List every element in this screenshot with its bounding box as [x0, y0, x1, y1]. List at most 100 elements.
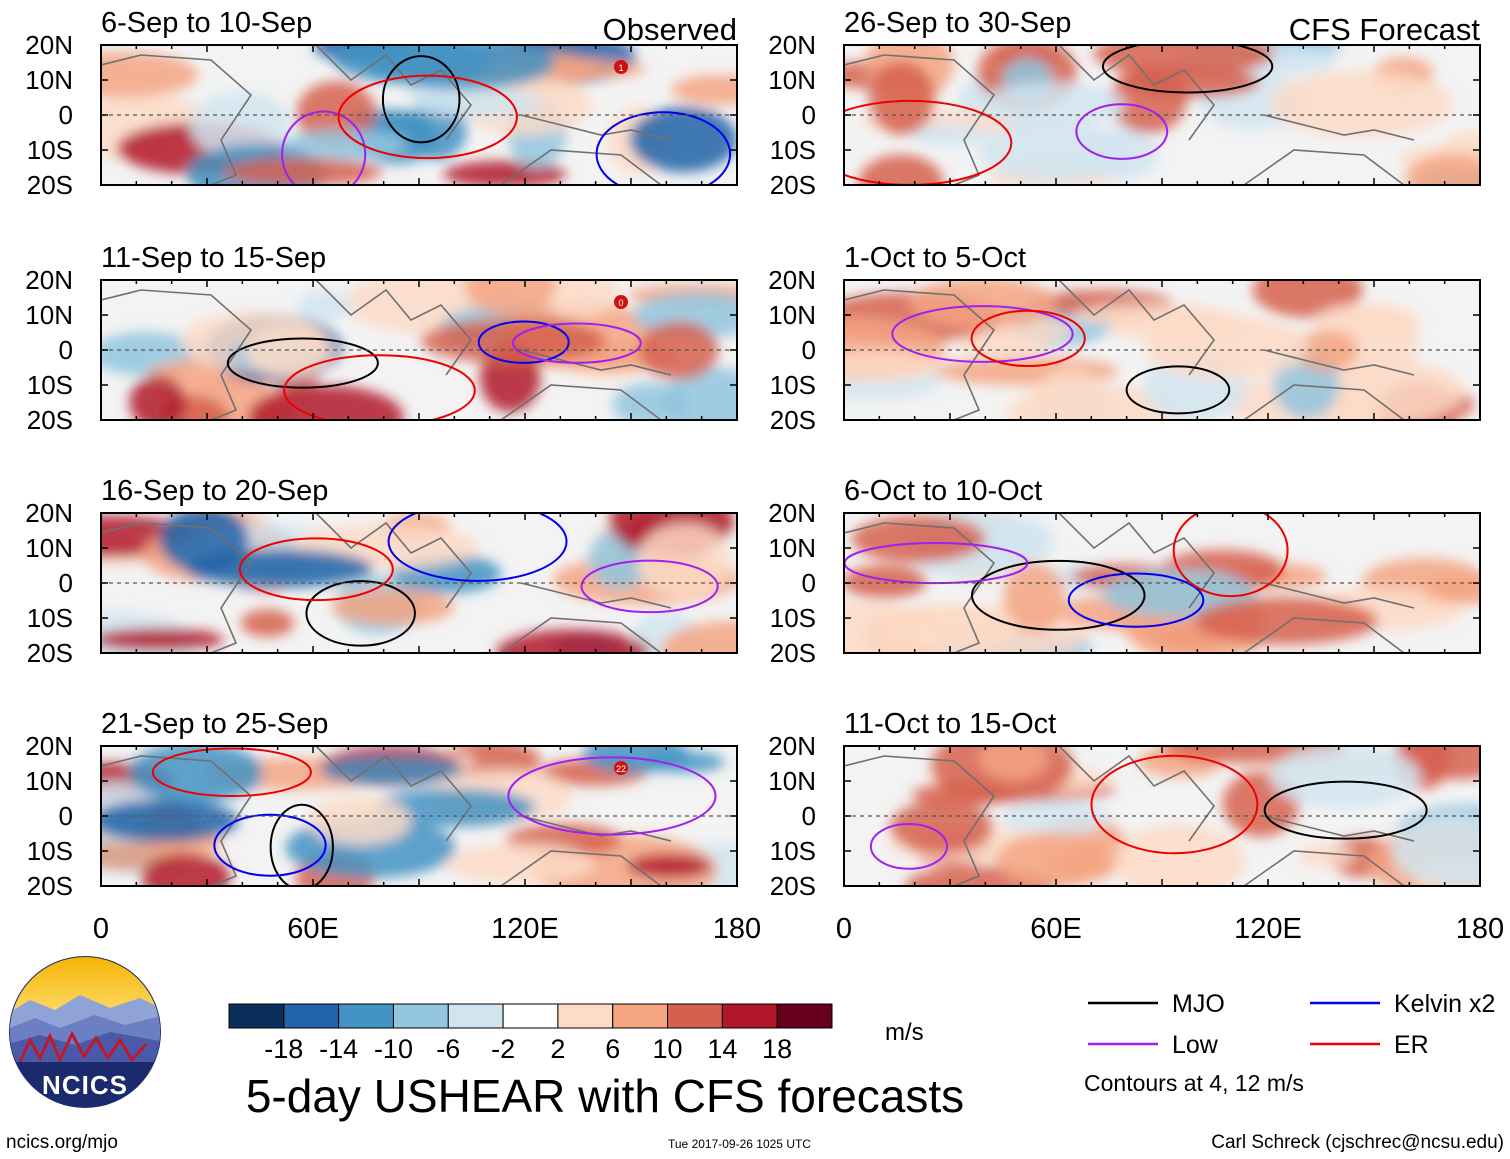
shear-blob: [1391, 814, 1480, 886]
y-tick-label: 20S: [770, 871, 816, 901]
colorbar-swatch: [228, 1003, 285, 1029]
y-tick-label: 10N: [25, 300, 73, 330]
contour-kelvin-x2: [387, 513, 568, 582]
shear-blob: [244, 324, 335, 379]
footer-url[interactable]: ncics.org/mjo: [6, 1132, 118, 1153]
panel-label: 11-Oct to 15-Oct: [844, 708, 1056, 740]
australia-coast: [1243, 384, 1405, 420]
map-panel: 20N 10N 0 10S 20S 16-Sep to 20-Sep: [25, 475, 738, 668]
contour-er: [337, 74, 518, 160]
shear-blob: [1114, 824, 1246, 886]
shear-blob: [223, 157, 382, 185]
y-tick-label: 10S: [27, 370, 73, 400]
maritime-continent: [1263, 114, 1415, 141]
shear-blob: [627, 854, 712, 878]
x-tick-label: 180: [713, 913, 761, 945]
asia-coast: [1058, 746, 1216, 842]
coastlines: [844, 45, 1415, 185]
map-panel: 20N 10N 0 10S 20S 11-Oct to 15-Oct 0 60E 120E 180: [768, 708, 1504, 945]
contour-mjo: [269, 803, 334, 886]
y-tick-label: 20S: [770, 170, 816, 200]
contour-low: [281, 110, 367, 185]
shear-blob: [868, 61, 936, 135]
shear-blob: [1110, 65, 1187, 134]
x-tick-label: 0: [93, 913, 109, 945]
shear-blob: [409, 85, 541, 118]
colorbar-swatch: [667, 1003, 723, 1029]
logo-text: NCICS: [42, 1070, 128, 1100]
shear-blob: [1297, 844, 1356, 868]
contour-er: [238, 537, 394, 602]
y-tick-label: 10S: [770, 135, 816, 165]
shear-blob: [1269, 746, 1421, 809]
shear-blob: [297, 291, 351, 322]
colorbar-swatch: [392, 1003, 449, 1029]
contour-mjo: [1101, 45, 1274, 94]
shear-blob: [446, 843, 595, 884]
shear-blob: [372, 788, 536, 827]
shear-blob: [660, 620, 737, 653]
y-tick-label: 10N: [25, 533, 73, 563]
shear-blob: [185, 549, 373, 588]
y-tick-label: 10N: [768, 533, 816, 563]
map-panel: 1 20N 10N 0 10S 20S 6-Sep to 10-Sep Observed: [25, 7, 738, 200]
y-tick-label: 0: [59, 801, 73, 831]
units-label: m/s: [885, 1019, 924, 1046]
shear-blob: [978, 82, 1126, 128]
storm-label: 1: [618, 63, 623, 73]
shear-blob: [141, 853, 231, 886]
coastlines: [101, 45, 672, 185]
australia-coast: [1243, 850, 1405, 886]
map-panel: 22 20N 10N 0 10S 20S 21-Sep to 25-Sep 0 60E 120E 1…: [25, 708, 761, 945]
shear-field: [101, 746, 737, 886]
legend-label: MJO: [1172, 990, 1225, 1018]
legend-label: Low: [1172, 1031, 1219, 1059]
colorbar: -18 -14 -10 -6 -2 2 6 10 14 18: [228, 1003, 833, 1064]
x-tick-label: 60E: [287, 913, 339, 945]
y-tick-label: 0: [802, 568, 816, 598]
panel-label: 11-Sep to 15-Sep: [101, 242, 326, 274]
contour-kelvin-x2: [595, 111, 732, 185]
contour-note: Contours at 4, 12 m/s: [1084, 1070, 1304, 1096]
contour-low: [869, 822, 948, 870]
colorbar-swatch: [447, 1003, 504, 1029]
contour-er: [151, 747, 312, 797]
maritime-continent: [520, 114, 672, 141]
y-tick-label: 10S: [770, 370, 816, 400]
contour-mjo: [1263, 780, 1428, 840]
africa-coast: [101, 54, 253, 185]
panel-label: 1-Oct to 5-Oct: [844, 242, 1026, 274]
australia-coast: [500, 384, 662, 420]
africa-coast: [844, 755, 996, 886]
y-tick-label: 20S: [770, 638, 816, 668]
shear-blob: [285, 128, 405, 161]
colorbar-label: 2: [550, 1034, 565, 1064]
legend-label: Kelvin x2: [1394, 990, 1495, 1018]
y-tick-label: 10N: [25, 766, 73, 796]
colorbar-swatch: [721, 1003, 778, 1029]
y-tick-label: 0: [802, 100, 816, 130]
asia-coast: [1058, 45, 1216, 141]
contour-er: [970, 309, 1086, 368]
y-tick-label: 20N: [768, 731, 816, 761]
colorbar-swatch: [283, 1003, 340, 1029]
y-tick-label: 20S: [27, 638, 73, 668]
asia-coast: [315, 45, 473, 141]
contour-low: [1075, 103, 1169, 160]
contour-mjo: [381, 55, 461, 144]
contour-mjo: [226, 337, 379, 389]
asia-coast: [1058, 280, 1216, 376]
contour-low: [580, 559, 719, 614]
y-tick-label: 10N: [768, 65, 816, 95]
shear-blob: [661, 367, 737, 420]
shear-blob: [1031, 368, 1110, 420]
colorbar-swatch: [776, 1003, 833, 1029]
colorbar-swatch: [338, 1003, 394, 1029]
map-panel: 20N 10N 0 10S 20S 26-Sep to 30-Sep CFS Forecas…: [768, 7, 1481, 200]
storm-marker: [614, 60, 628, 74]
y-tick-label: 20N: [25, 731, 73, 761]
shear-blob: [909, 280, 1058, 329]
panel-label: 6-Sep to 10-Sep: [101, 7, 312, 39]
colorbar-label: -6: [436, 1034, 460, 1064]
